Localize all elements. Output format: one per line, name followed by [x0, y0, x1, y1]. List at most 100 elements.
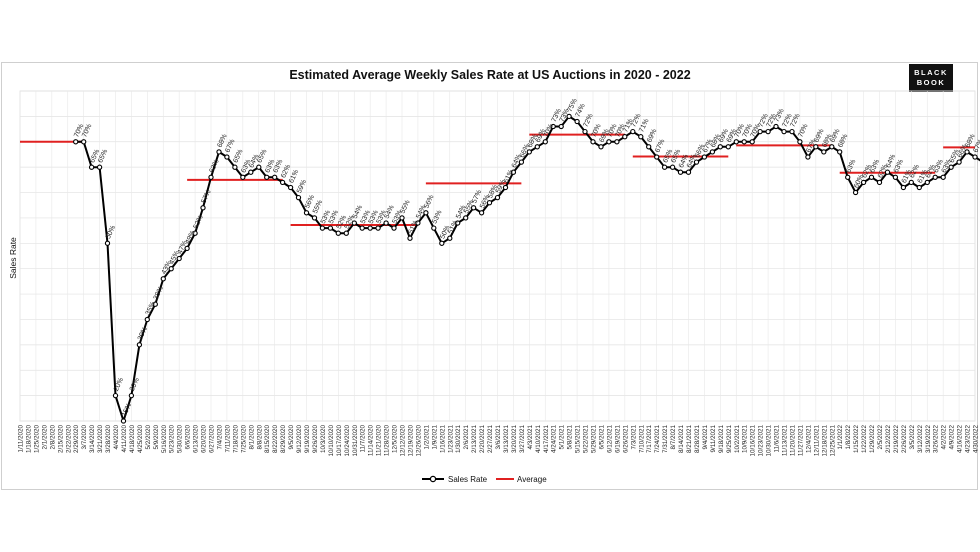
- x-tick-label: 5/29/2021: [591, 425, 598, 454]
- x-tick-label: 2/6/2021: [463, 425, 470, 450]
- x-tick-label: 7/4/2020: [217, 425, 224, 450]
- x-tick-label: 9/25/2021: [726, 425, 733, 454]
- x-tick-label: 7/10/2021: [638, 425, 645, 454]
- data-point: [654, 154, 660, 160]
- x-tick-label: 3/5/2022: [909, 425, 916, 450]
- x-tick-label: 3/26/2022: [933, 425, 940, 454]
- data-label: 20%: [129, 377, 141, 393]
- data-point: [677, 169, 684, 175]
- x-tick-label: 6/6/2020: [185, 425, 192, 450]
- x-tick-label: 2/12/2022: [885, 425, 892, 454]
- data-point: [455, 220, 461, 226]
- data-point: [351, 220, 357, 226]
- data-point: [232, 164, 238, 170]
- data-point: [470, 205, 477, 211]
- x-tick-label: 6/5/2021: [599, 425, 606, 450]
- data-point: [558, 123, 564, 130]
- data-point: [319, 225, 326, 231]
- x-tick-label: 6/13/2020: [193, 425, 200, 454]
- x-tick-label: 2/26/2022: [901, 425, 908, 454]
- x-tick-label: 8/21/2021: [686, 425, 693, 454]
- data-point: [892, 174, 899, 180]
- x-tick-label: 7/17/2021: [646, 425, 653, 454]
- data-point: [789, 128, 795, 135]
- x-tick-label: 3/14/2020: [89, 425, 96, 454]
- data-point: [781, 128, 787, 135]
- data-point: [526, 149, 532, 155]
- x-tick-label: 1/16/2021: [439, 425, 446, 454]
- data-point: [200, 205, 206, 211]
- data-point: [900, 184, 907, 191]
- x-tick-label: 2/27/2021: [487, 425, 494, 454]
- x-tick-label: 3/6/2021: [495, 425, 502, 450]
- data-point: [908, 179, 914, 186]
- data-point: [168, 266, 174, 272]
- data-point: [391, 225, 397, 231]
- x-tick-label: 3/7/2020: [81, 425, 88, 450]
- data-point: [614, 139, 620, 145]
- data-point: [439, 240, 445, 246]
- data-point: [805, 154, 811, 160]
- x-tick-label: 8/29/2020: [280, 425, 287, 454]
- x-tick-label: 9/12/2020: [296, 425, 303, 454]
- data-point: [845, 174, 851, 180]
- x-tick-label: 10/9/2021: [742, 425, 749, 454]
- data-point: [972, 154, 978, 160]
- x-tick-label: 1/22/2022: [861, 425, 868, 454]
- x-tick-label: 9/4/2021: [702, 425, 709, 450]
- x-tick-label: 11/21/2020: [376, 425, 383, 457]
- x-axis-tick-labels: 1/11/2020 1/18/2020 1/25/2020 2/1/2020 2/8/2…: [18, 425, 980, 457]
- x-tick-label: 12/11/2021: [813, 425, 820, 457]
- x-tick-label: 5/22/2021: [583, 425, 590, 454]
- data-point: [685, 169, 692, 175]
- data-point: [494, 194, 501, 201]
- x-tick-label: 9/18/2021: [718, 425, 725, 454]
- x-tick-label: 10/10/2020: [328, 425, 335, 457]
- x-tick-label: 3/27/2021: [519, 425, 526, 454]
- x-tick-label: 12/25/2021: [829, 425, 836, 457]
- data-point: [104, 240, 111, 246]
- legend-average-label: Average: [517, 475, 547, 484]
- x-tick-label: 11/27/2021: [797, 425, 804, 457]
- data-point: [566, 113, 572, 120]
- x-tick-label: 1/11/2020: [18, 425, 25, 453]
- data-point: [765, 128, 771, 135]
- data-point: [295, 194, 302, 201]
- data-point: [884, 169, 891, 175]
- data-point: [463, 215, 469, 221]
- black-book-logo: BLACK BOOK: [909, 64, 953, 92]
- data-point: [821, 149, 827, 155]
- x-tick-label: 1/29/2022: [869, 425, 876, 454]
- data-label: 65%: [256, 148, 268, 164]
- x-tick-label: 4/4/2020: [113, 425, 120, 450]
- x-tick-label: 4/25/2020: [137, 425, 144, 454]
- x-tick-label: 12/26/2020: [415, 425, 422, 457]
- x-tick-label: 10/30/2021: [766, 425, 773, 457]
- data-point: [606, 139, 612, 145]
- data-point: [932, 174, 938, 180]
- x-tick-label: 5/30/2020: [177, 425, 184, 454]
- data-point: [542, 139, 548, 145]
- x-tick-label: 9/19/2020: [304, 425, 311, 454]
- x-tick-label: 4/18/2020: [129, 425, 136, 454]
- x-tick-label: 1/15/2022: [853, 425, 860, 454]
- x-tick-label: 6/19/2021: [614, 425, 621, 454]
- data-point: [431, 225, 437, 231]
- x-tick-label: 5/1/2021: [559, 425, 566, 450]
- x-tick-label: 2/29/2020: [73, 425, 80, 454]
- x-tick-label: 4/2/2022: [941, 425, 948, 450]
- data-point: [447, 235, 453, 241]
- x-tick-label: 5/15/2021: [575, 425, 582, 454]
- x-tick-label: 8/28/2021: [694, 425, 701, 454]
- data-point: [81, 139, 87, 145]
- data-point: [88, 164, 95, 170]
- legend-sales-rate-label: Sales Rate: [448, 475, 488, 484]
- x-tick-label: 1/23/2021: [447, 425, 454, 454]
- x-tick-label: 8/1/2020: [248, 425, 255, 450]
- x-tick-label: 9/11/2021: [710, 425, 717, 453]
- data-point: [876, 179, 883, 186]
- data-point: [924, 179, 930, 186]
- x-tick-label: 8/15/2020: [264, 425, 271, 454]
- data-point: [709, 149, 716, 155]
- data-point: [574, 118, 580, 125]
